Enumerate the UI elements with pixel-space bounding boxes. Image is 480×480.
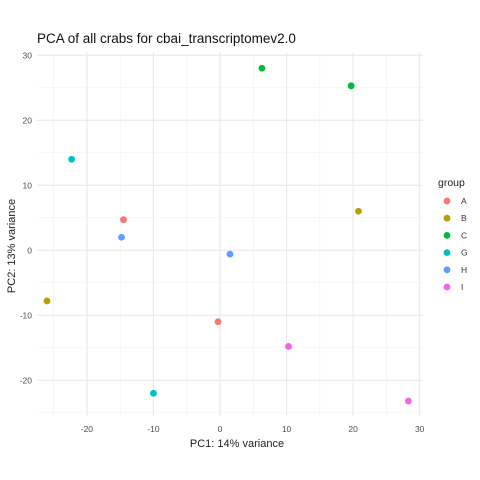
legend-key-i xyxy=(443,283,451,291)
legend-key-h xyxy=(443,266,451,274)
data-point-b xyxy=(43,297,51,305)
data-point-c xyxy=(347,82,355,90)
y-axis-ticks: -20 -10 0 10 20 30 xyxy=(20,50,33,385)
chart-title: PCA of all crabs for cbai_transcriptomev… xyxy=(37,31,296,46)
data-point-h xyxy=(118,233,125,241)
legend-key-c xyxy=(443,232,451,239)
x-tick-label: 10 xyxy=(282,424,292,434)
x-tick-label: 30 xyxy=(415,424,425,434)
y-axis-title: PC2: 13% variance xyxy=(6,199,18,293)
y-tick-label: 30 xyxy=(23,50,33,60)
legend-key-b xyxy=(443,214,451,222)
legend-title: group xyxy=(438,177,465,189)
data-point-c xyxy=(258,64,266,72)
x-axis-ticks: -20 -10 0 10 20 30 xyxy=(81,424,425,434)
legend-label-i: I xyxy=(461,282,463,292)
data-point-g xyxy=(68,155,76,163)
legend-label-h: H xyxy=(461,265,467,275)
x-tick-label: -10 xyxy=(147,424,160,434)
y-tick-label: -20 xyxy=(20,375,33,385)
legend-key-a xyxy=(443,197,451,205)
x-tick-label: 0 xyxy=(218,424,223,434)
data-point-a xyxy=(214,318,222,326)
y-tick-label: 20 xyxy=(23,115,33,125)
x-tick-label: -20 xyxy=(81,424,94,434)
data-point-g xyxy=(150,389,157,397)
data-point-i xyxy=(285,343,292,350)
data-point-a xyxy=(120,216,127,224)
grid-lines xyxy=(37,52,423,416)
legend-label-g: G xyxy=(461,248,468,258)
y-tick-label: 10 xyxy=(23,180,33,190)
x-tick-label: 20 xyxy=(348,424,358,434)
data-points xyxy=(43,64,412,405)
legend-label-a: A xyxy=(461,196,467,206)
y-tick-label: -10 xyxy=(20,310,33,320)
data-point-i xyxy=(404,397,412,405)
legend-label-b: B xyxy=(461,213,467,223)
legend-key-g xyxy=(443,249,451,256)
legend-label-c: C xyxy=(461,230,467,240)
data-point-b xyxy=(355,207,362,215)
data-point-h xyxy=(226,250,234,258)
x-axis-title: PC1: 14% variance xyxy=(190,438,284,450)
y-tick-label: 0 xyxy=(27,245,32,255)
